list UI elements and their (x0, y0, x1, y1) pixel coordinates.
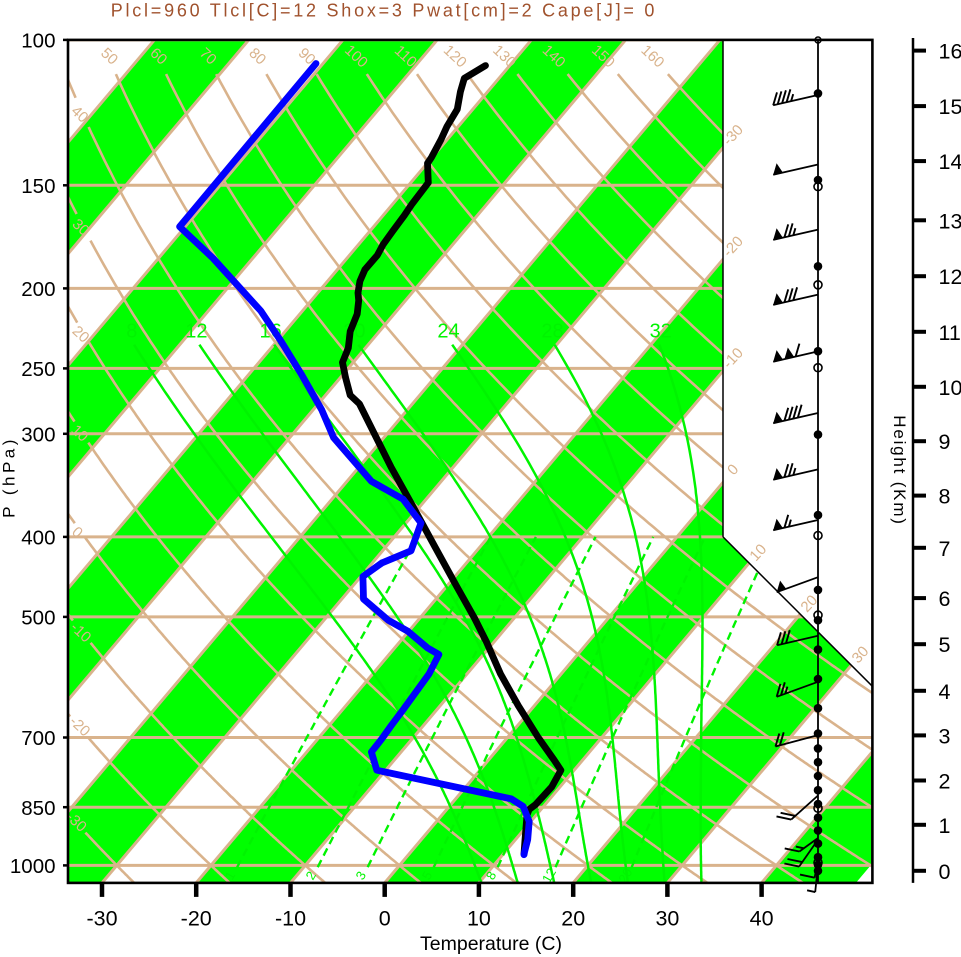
svg-text:0: 0 (939, 860, 951, 884)
svg-text:P (hPa): P (hPa) (0, 436, 19, 518)
svg-text:24: 24 (437, 321, 459, 343)
svg-text:28: 28 (541, 321, 563, 343)
svg-text:-30: -30 (86, 906, 117, 930)
svg-text:2: 2 (939, 770, 951, 794)
svg-text:11: 11 (939, 321, 961, 345)
svg-text:9: 9 (939, 430, 951, 454)
svg-text:100: 100 (21, 30, 55, 53)
svg-text:0: 0 (379, 906, 391, 930)
svg-text:6: 6 (939, 587, 951, 611)
svg-text:5: 5 (939, 633, 951, 657)
svg-text:850: 850 (21, 797, 55, 820)
svg-text:10: 10 (467, 906, 491, 930)
svg-text:700: 700 (21, 727, 55, 750)
svg-text:14: 14 (939, 150, 961, 174)
svg-text:Height (Km): Height (Km) (890, 415, 909, 526)
svg-text:8: 8 (126, 321, 137, 343)
svg-text:250: 250 (21, 358, 55, 381)
svg-text:7: 7 (939, 537, 951, 561)
svg-text:500: 500 (21, 607, 55, 630)
svg-text:12: 12 (185, 321, 207, 343)
svg-text:3: 3 (939, 724, 951, 748)
svg-text:40: 40 (750, 906, 774, 930)
svg-text:-10: -10 (275, 906, 306, 930)
svg-text:15: 15 (939, 95, 961, 119)
svg-text:300: 300 (21, 423, 55, 446)
svg-text:-20: -20 (181, 906, 212, 930)
svg-text:13: 13 (939, 209, 961, 233)
svg-text:20: 20 (561, 906, 585, 930)
svg-text:Plcl=960 Tlcl[C]=12 Shox=3 Pwa: Plcl=960 Tlcl[C]=12 Shox=3 Pwat[cm]=2 Ca… (111, 1, 657, 21)
svg-text:8: 8 (939, 485, 951, 509)
svg-text:1: 1 (939, 814, 951, 838)
svg-text:200: 200 (21, 278, 55, 301)
svg-text:1000: 1000 (10, 855, 56, 878)
svg-text:Temperature (C): Temperature (C) (420, 933, 562, 955)
svg-text:20: 20 (615, 865, 635, 885)
svg-text:32: 32 (650, 321, 672, 343)
svg-text:12: 12 (539, 865, 559, 885)
svg-text:16: 16 (939, 40, 961, 64)
svg-text:4: 4 (939, 680, 951, 704)
svg-text:10: 10 (939, 376, 961, 400)
svg-text:400: 400 (21, 527, 55, 550)
svg-text:12: 12 (939, 265, 961, 289)
svg-text:150: 150 (21, 175, 55, 198)
svg-text:30: 30 (655, 906, 679, 930)
